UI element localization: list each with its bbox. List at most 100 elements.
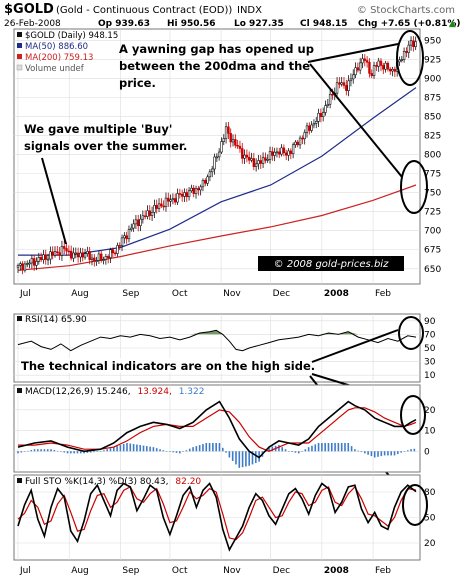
candle-body [88, 251, 91, 260]
macd-histogram-bar [152, 447, 155, 452]
candle-body [44, 254, 47, 260]
candle-body [382, 65, 385, 70]
candle-body [414, 41, 417, 47]
bottom-x-axis: Jul Aug Sep Oct Nov Dec 2008 Feb [19, 566, 391, 576]
candle-body [377, 60, 380, 67]
annotation-circle-rsi [398, 316, 424, 350]
price-month-label: Feb [375, 289, 391, 299]
candle-body [171, 198, 175, 201]
macd-histogram-bar [377, 451, 379, 457]
macd-histogram-bar [63, 451, 66, 453]
macd-histogram-bar [56, 450, 59, 452]
candle-body [379, 60, 383, 66]
candle-body [345, 85, 348, 91]
candle-body [111, 249, 114, 254]
rsi-tick-label: 30 [424, 358, 436, 368]
quote-close: Cl 948.15 [300, 19, 348, 29]
candle-body [146, 210, 149, 217]
macd-histogram-bar [337, 443, 340, 452]
macd-histogram-bar [403, 451, 406, 452]
macd-histogram-bar [175, 451, 178, 453]
macd-histogram-bar [172, 451, 175, 453]
candle-body [123, 235, 126, 239]
candle-body [248, 156, 251, 161]
sto-swatch [17, 478, 22, 483]
bottom-month-label: Aug [71, 566, 89, 576]
macd-tick-label: 10 [424, 427, 436, 437]
candle-body [393, 68, 397, 72]
macd-histogram-bar [162, 450, 165, 452]
macd-histogram-bar [307, 447, 310, 452]
annotation-circle-ma200 [400, 160, 428, 214]
candle-body [287, 150, 290, 156]
candle-body [231, 139, 235, 143]
brand-logo: © StockCharts.com [357, 5, 455, 16]
macd-label: MACD(12,26,9) 15.246, 13.924, 1.322 [25, 387, 204, 397]
candle-body [95, 260, 98, 262]
macd-histogram-bar [387, 451, 389, 456]
candle-body [284, 152, 288, 156]
candle-body [23, 263, 27, 271]
sto-label-d: 82.20 [175, 477, 201, 487]
rsi-panel: 10 30 50 70 90 RSI(14) 65.90 The technical i… [13, 313, 436, 493]
candle-body [157, 203, 161, 209]
macd-histogram-bar [50, 449, 52, 452]
macd-histogram-bar [86, 451, 89, 453]
macd-histogram-bar [321, 443, 323, 452]
macd-histogram-bar [344, 443, 346, 452]
candle-body [60, 246, 64, 256]
candle-body [375, 65, 378, 67]
macd-signal-line [18, 407, 417, 452]
macd-histogram-bar [40, 449, 42, 452]
candle-body [192, 187, 195, 194]
candle-body [217, 151, 221, 158]
macd-histogram-bar [397, 451, 399, 455]
candle-body [86, 251, 89, 254]
annotation-circle-price [396, 30, 424, 86]
candle-body [120, 237, 124, 246]
change-up-arrow-icon: ▲ [449, 19, 456, 29]
ticker-exchange: INDX [237, 5, 262, 16]
price-tick-label: 800 [424, 151, 441, 161]
macd-histogram-bar [129, 443, 132, 452]
candle-body [259, 160, 262, 164]
candle-body [215, 156, 219, 159]
candle-body [176, 193, 179, 203]
annotation-indicators: The technical indicators are on the high… [21, 359, 315, 373]
candle-body [245, 154, 249, 158]
macd-histogram-bar [324, 443, 326, 452]
macd-histogram-bar [225, 451, 227, 453]
macd-histogram-bar [278, 445, 280, 452]
macd-histogram-bar [406, 450, 409, 452]
candle-body [76, 252, 80, 258]
macd-histogram-bar [73, 451, 75, 454]
candle-body [361, 58, 364, 64]
candle-body [79, 252, 82, 258]
macd-histogram-bar [99, 451, 102, 452]
candle-body [340, 82, 343, 85]
candle-body [312, 123, 316, 126]
sto-k-line [17, 482, 417, 552]
macd-histogram-bar [301, 451, 303, 452]
candle-body [155, 205, 158, 209]
macd-histogram-bar [202, 444, 204, 452]
rsi-swatch [17, 316, 22, 321]
candle-body [241, 148, 244, 159]
macd-label-signal: 13.924, [137, 387, 171, 397]
candle-body [275, 151, 279, 154]
price-tick-label: 850 [424, 113, 441, 123]
sto-d-line [17, 485, 417, 541]
candle-body [319, 112, 323, 117]
candle-body [132, 223, 135, 229]
candle-body [208, 171, 212, 178]
rsi-annotation-bg [20, 358, 310, 373]
candle-body [331, 93, 334, 96]
macd-histogram-bar [112, 447, 115, 452]
macd-histogram-bar [208, 443, 211, 452]
macd-histogram-bar [185, 450, 188, 452]
macd-histogram-bar [314, 444, 317, 452]
macd-histogram-bar [17, 451, 19, 454]
bottom-month-label: Dec [273, 566, 290, 576]
macd-histogram-bar [390, 451, 393, 456]
macd-histogram-bar [33, 449, 36, 452]
